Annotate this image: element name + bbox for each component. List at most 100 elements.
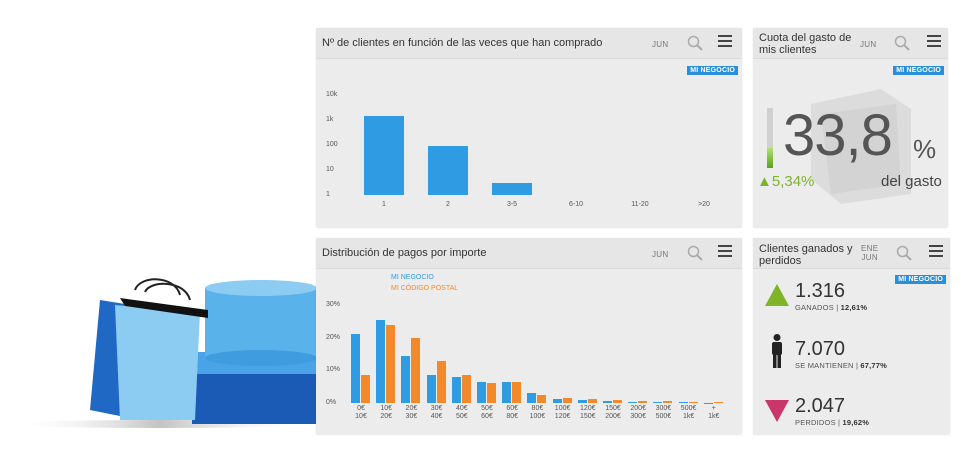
person-icon	[772, 334, 782, 368]
search-icon[interactable]	[686, 244, 704, 262]
spend-caption: del gasto	[881, 173, 942, 190]
x-tick-label: 10€ 20€	[373, 405, 399, 421]
x-tick-label: 300€ 500€	[650, 405, 676, 421]
x-tick-from: 20€	[405, 405, 418, 412]
x-tick-from: 80€	[531, 405, 544, 412]
x-tick-to: 10€	[355, 413, 367, 420]
bar	[428, 146, 468, 195]
x-tick-to: 1k€	[708, 413, 720, 420]
bar-series-2	[537, 394, 547, 403]
x-tick-to: 150€	[580, 413, 596, 420]
x-tick-to: 120€	[554, 413, 571, 420]
x-tick-label: 6-10	[568, 201, 583, 208]
bar-series-2	[512, 381, 522, 403]
x-tick-label: 200€ 300€	[625, 405, 651, 421]
period-label[interactable]: JUN	[652, 250, 669, 259]
bar-series-2	[663, 401, 673, 403]
spend-level-gauge	[767, 108, 773, 168]
x-tick-label: >20	[698, 201, 710, 208]
x-tick-to: 40€	[430, 413, 443, 420]
clients-won-lost-card: Clientes ganados y perdidos ENE JUN MI N…	[753, 238, 950, 435]
spend-change: ▲5,34%	[757, 173, 815, 190]
clients-by-purchases-card: Nº de clientes en función de las veces q…	[316, 28, 742, 228]
legend-series-1: MI NEGOCIO	[391, 274, 434, 281]
period-label[interactable]: ENE JUN	[861, 244, 878, 262]
spend-share-value: 33,8	[783, 103, 893, 168]
menu-icon[interactable]	[716, 242, 734, 260]
y-tick-label: 100	[326, 141, 338, 148]
down-triangle-icon	[765, 400, 789, 422]
bar-series-2	[562, 398, 572, 403]
bar-series-1	[351, 334, 360, 403]
bar-series-1	[527, 393, 537, 403]
spend-level-fill	[767, 147, 773, 168]
search-icon[interactable]	[893, 34, 911, 52]
bar-series-1	[426, 375, 436, 403]
card-title: Distribución de pagos por importe	[322, 247, 487, 259]
card-header: Distribución de pagos por importe JUN	[316, 238, 742, 269]
search-icon[interactable]	[686, 34, 704, 52]
x-tick-label: 80€ 100€	[524, 405, 550, 421]
bar-series-2	[613, 400, 622, 403]
bar-series-2	[638, 401, 648, 403]
menu-icon[interactable]	[716, 32, 734, 50]
bar-series-1	[603, 401, 612, 403]
x-tick-label: 20€ 30€	[398, 405, 424, 421]
x-tick-label: +1k€	[701, 405, 727, 421]
y-tick-label: 1k	[326, 116, 334, 123]
x-tick-from: 120€	[580, 405, 596, 412]
x-tick-label: 50€ 60€	[474, 405, 500, 421]
clients-bar-chart: 10k 1k 100 10 1 1 2 3-5 6-10 11-20 >20	[316, 28, 742, 228]
x-tick-from: +	[711, 405, 716, 412]
bar-series-1	[502, 381, 512, 403]
bar-series-2	[487, 383, 496, 403]
kept-label: SE MANTIENEN | 67,77%	[795, 361, 888, 370]
y-tick-label: 10	[326, 166, 334, 173]
y-tick-label: 20%	[326, 333, 341, 341]
x-tick-to: 300€	[630, 413, 646, 420]
x-tick-label: 500€ 1k€	[676, 405, 702, 421]
x-tick-label: 30€ 40€	[424, 405, 450, 421]
bar-series-1	[552, 399, 562, 403]
x-tick-label: 1	[382, 201, 386, 208]
bar-series-2	[361, 375, 370, 403]
x-tick-label: 40€ 50€	[449, 405, 475, 421]
x-tick-from: 50€	[481, 405, 493, 412]
x-tick-from: 300€	[655, 405, 672, 412]
menu-icon[interactable]	[925, 32, 943, 50]
my-business-badge: MI NEGOCIO	[687, 66, 738, 75]
payments-bar-chart: 30% 20% 10% 0% 0€ 10€ 10€ 20€ 20€ 30€ 30€ 40€ 40€ 50€…	[316, 238, 742, 435]
card-header: Cuota del gasto de mis clientes JUN	[753, 28, 948, 59]
y-tick-label: 10%	[326, 366, 341, 374]
bar-series-2	[713, 402, 723, 403]
legend-series-2: MI CÓDIGO POSTAL	[391, 285, 459, 292]
x-tick-from: 500€	[680, 405, 697, 412]
bar-series-2	[386, 324, 396, 403]
x-tick-from: 30€	[430, 405, 443, 412]
x-tick-to: 20€	[380, 413, 393, 420]
my-business-badge: MI NEGOCIO	[895, 275, 946, 284]
kept-value: 7.070	[795, 338, 846, 360]
period-label[interactable]: JUN	[652, 40, 669, 49]
y-tick-label: 30%	[326, 301, 341, 308]
search-icon[interactable]	[895, 244, 913, 262]
bar-series-2	[688, 401, 698, 403]
x-tick-to: 30€	[405, 413, 418, 420]
x-tick-to: 200€	[605, 413, 621, 420]
y-tick-label: 0%	[326, 399, 337, 406]
x-tick-from: 0€	[357, 405, 365, 412]
x-tick-label: 100€ 120€	[550, 405, 576, 421]
up-triangle-icon	[765, 284, 789, 306]
bar-series-2	[587, 399, 597, 403]
x-tick-from: 10€	[380, 405, 393, 412]
x-tick-to: 1k€	[682, 413, 695, 420]
won-label: GANADOS | 12,61%	[795, 303, 868, 312]
x-tick-to: 60€	[481, 413, 493, 420]
period-label[interactable]: JUN	[860, 40, 877, 49]
x-tick-from: 60€	[506, 405, 519, 412]
y-tick-label: 1	[326, 191, 330, 198]
bar-series-2	[461, 375, 471, 403]
x-tick-label: 11-20	[631, 201, 649, 208]
my-business-badge: MI NEGOCIO	[893, 66, 944, 75]
menu-icon[interactable]	[927, 242, 945, 260]
